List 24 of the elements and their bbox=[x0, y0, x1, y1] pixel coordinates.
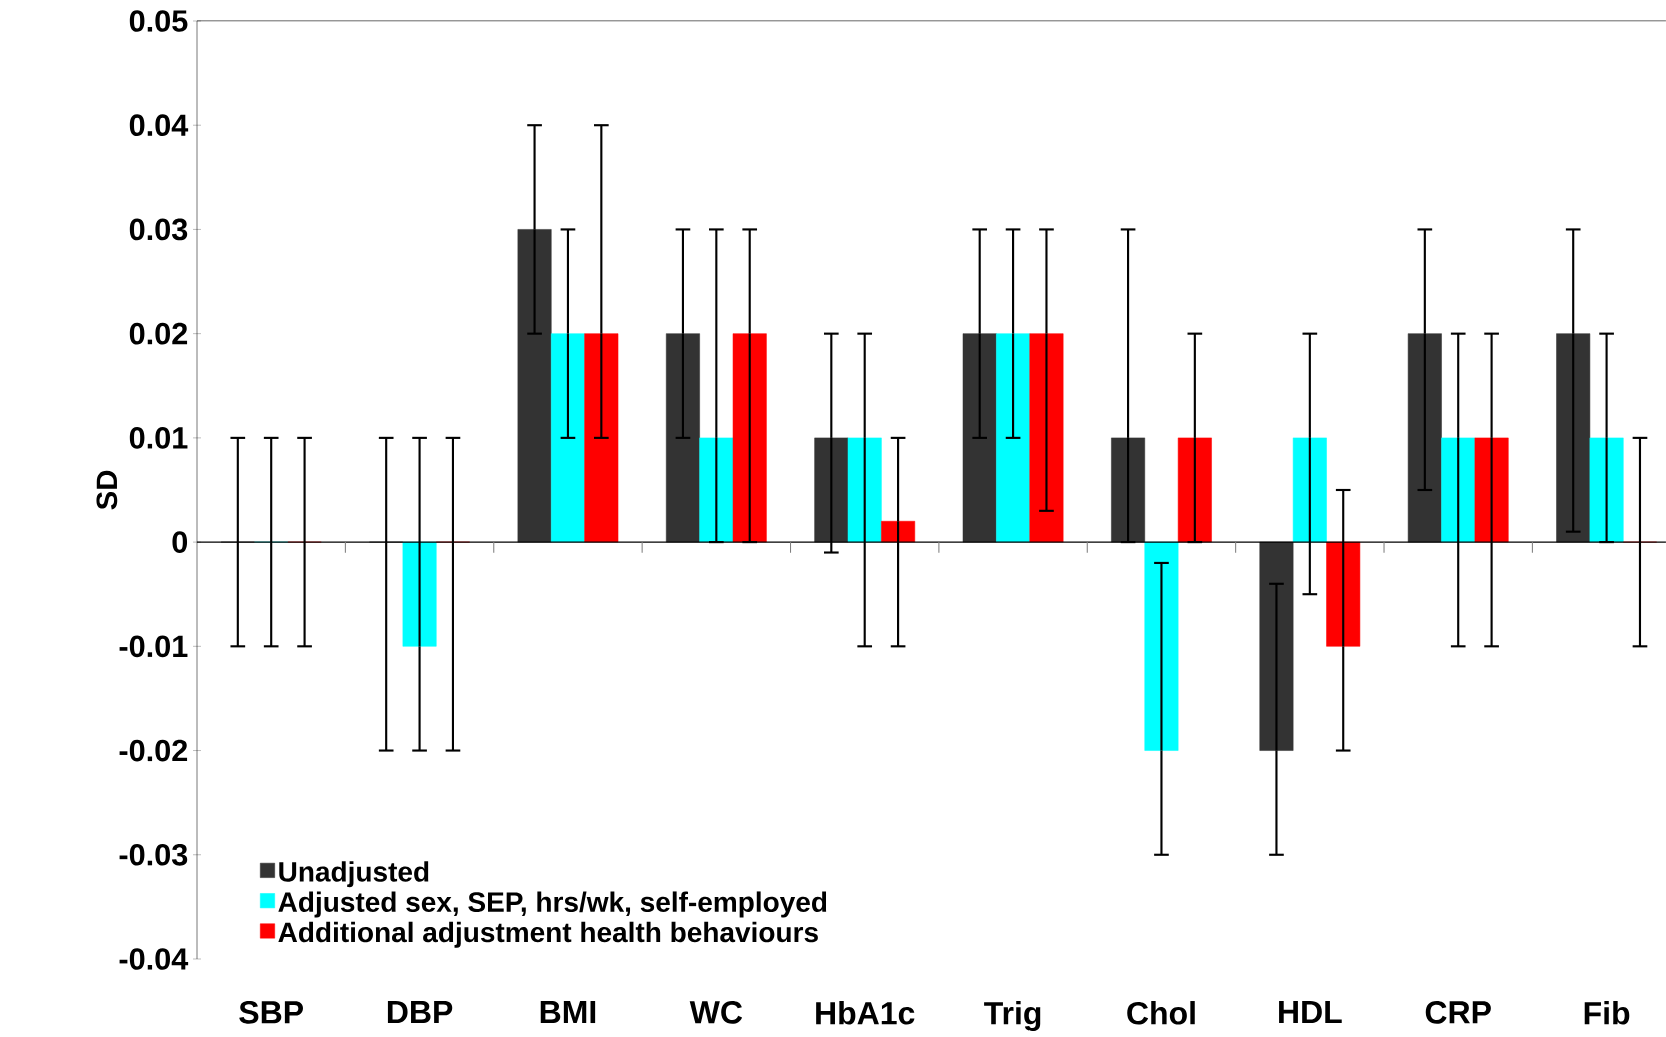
legend-label: Unadjusted bbox=[279, 861, 429, 888]
y-tick-label: -0.04 bbox=[119, 948, 189, 970]
x-tick-label: Trig bbox=[984, 1001, 1041, 1031]
x-tick-label: DBP bbox=[387, 1001, 453, 1024]
x-tick-label: Fib bbox=[1584, 1001, 1630, 1025]
x-tick-label: HbA1c bbox=[816, 1001, 915, 1025]
x-tick-label: SBP bbox=[239, 1001, 303, 1024]
y-tick-label: -0.01 bbox=[119, 635, 188, 658]
y-tick-label: 0.03 bbox=[129, 218, 188, 241]
x-tick-label: Chol bbox=[1127, 1001, 1195, 1025]
y-tick-label: 0.02 bbox=[129, 322, 188, 345]
y-tick-label: 0.04 bbox=[129, 114, 189, 137]
y-tick-label: 0.05 bbox=[129, 10, 188, 32]
legend-label: Additional adjustment health behaviours bbox=[278, 921, 818, 948]
y-axis-title: SD bbox=[96, 470, 118, 510]
x-tick-label: HDL bbox=[1279, 1001, 1342, 1024]
y-tick-label: -0.02 bbox=[119, 739, 188, 762]
legend-label: Adjusted sex, SEP, hrs/wk, self-employed bbox=[278, 891, 827, 918]
x-tick-label: WC bbox=[689, 1001, 743, 1024]
x-tick-label: CRP bbox=[1425, 1001, 1491, 1024]
y-tick-label: -0.03 bbox=[119, 843, 188, 866]
x-tick-label: BMI bbox=[540, 1001, 596, 1024]
y-tick-label: 0 bbox=[172, 531, 188, 553]
y-tick-label: 0.01 bbox=[129, 427, 188, 449]
